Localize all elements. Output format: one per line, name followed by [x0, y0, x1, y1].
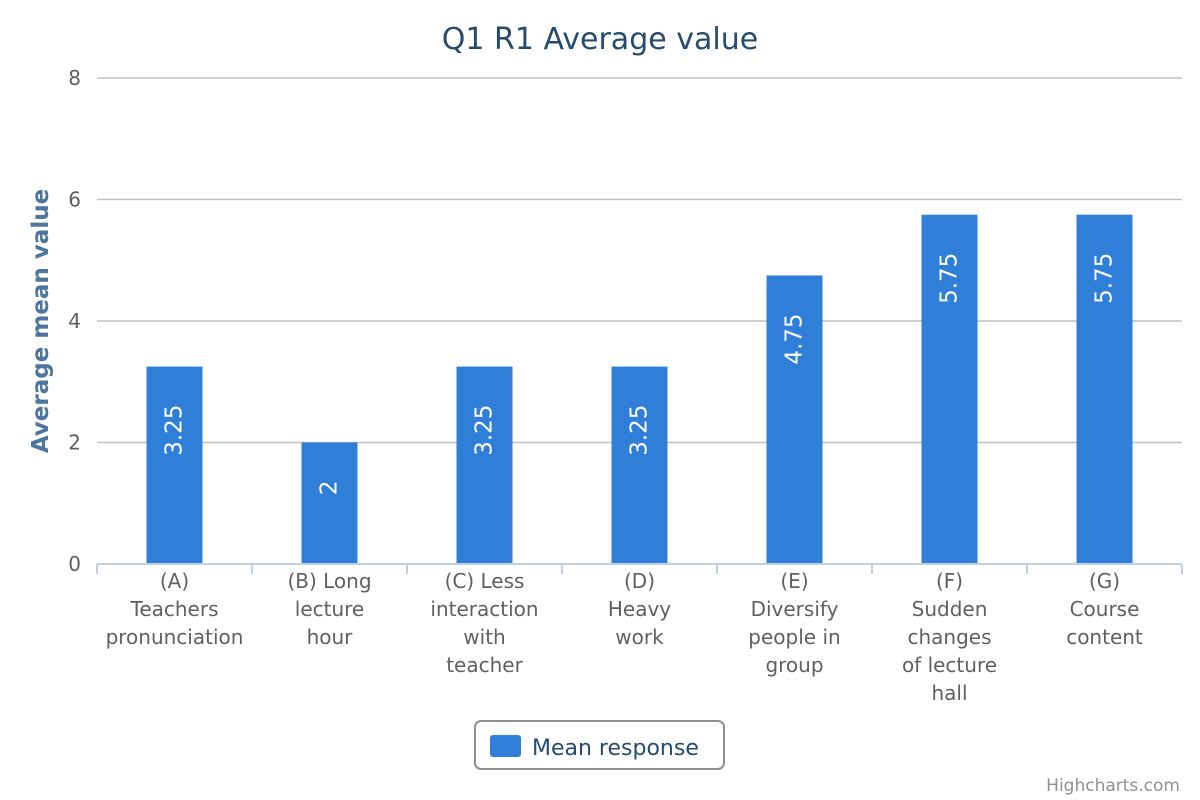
data-label: 5.75	[1092, 253, 1118, 304]
bar[interactable]	[456, 366, 513, 564]
data-label: 3.25	[472, 405, 498, 456]
data-label: 5.75	[937, 253, 963, 304]
y-tick-label: 6	[68, 188, 81, 212]
x-tick-label: (F) Sudden changes of lecture hall	[902, 569, 997, 705]
data-label: 3.25	[162, 405, 188, 456]
bar[interactable]	[146, 366, 203, 564]
bar-series: 3.25 2 3.25 3.25 4.75 5.75 5.75	[146, 214, 1133, 565]
chart-title: Q1 R1 Average value	[442, 22, 758, 57]
legend-swatch	[490, 735, 521, 757]
x-tick-label: (B) Long lecture hour	[287, 569, 371, 649]
y-tick-label: 4	[68, 309, 81, 333]
x-tick-label: (G) Course content	[1066, 569, 1143, 649]
data-label: 2	[317, 481, 343, 496]
bar[interactable]	[301, 442, 358, 565]
legend-box	[474, 720, 725, 770]
bar[interactable]	[921, 214, 978, 564]
legend-label[interactable]: Mean response	[532, 736, 699, 761]
bar[interactable]	[766, 275, 823, 564]
y-tick-label: 0	[68, 552, 81, 576]
y-tick-label: 8	[68, 66, 81, 90]
x-tick-label: (C) Less interaction with teacher	[430, 569, 538, 677]
y-axis-ticks: 0 2 4 6 8	[68, 66, 81, 576]
x-tick-label: (A) Teachers pronunciation	[106, 569, 244, 649]
data-label: 4.75	[782, 313, 808, 364]
credits-link[interactable]: Highcharts.com	[1046, 776, 1180, 796]
y-tick-label: 2	[68, 431, 81, 455]
x-tick-label: (D) Heavy work	[608, 569, 671, 649]
y-axis-title: Average mean value	[28, 189, 54, 453]
data-label: 3.25	[627, 405, 653, 456]
x-tick-label: (E) Diversify people in group	[748, 569, 840, 677]
bar[interactable]	[611, 366, 668, 564]
bar[interactable]	[1076, 214, 1133, 564]
legend[interactable]: Mean response	[474, 720, 725, 770]
x-axis: (A) Teachers pronunciation (B) Long lecture h…	[96, 563, 1183, 705]
